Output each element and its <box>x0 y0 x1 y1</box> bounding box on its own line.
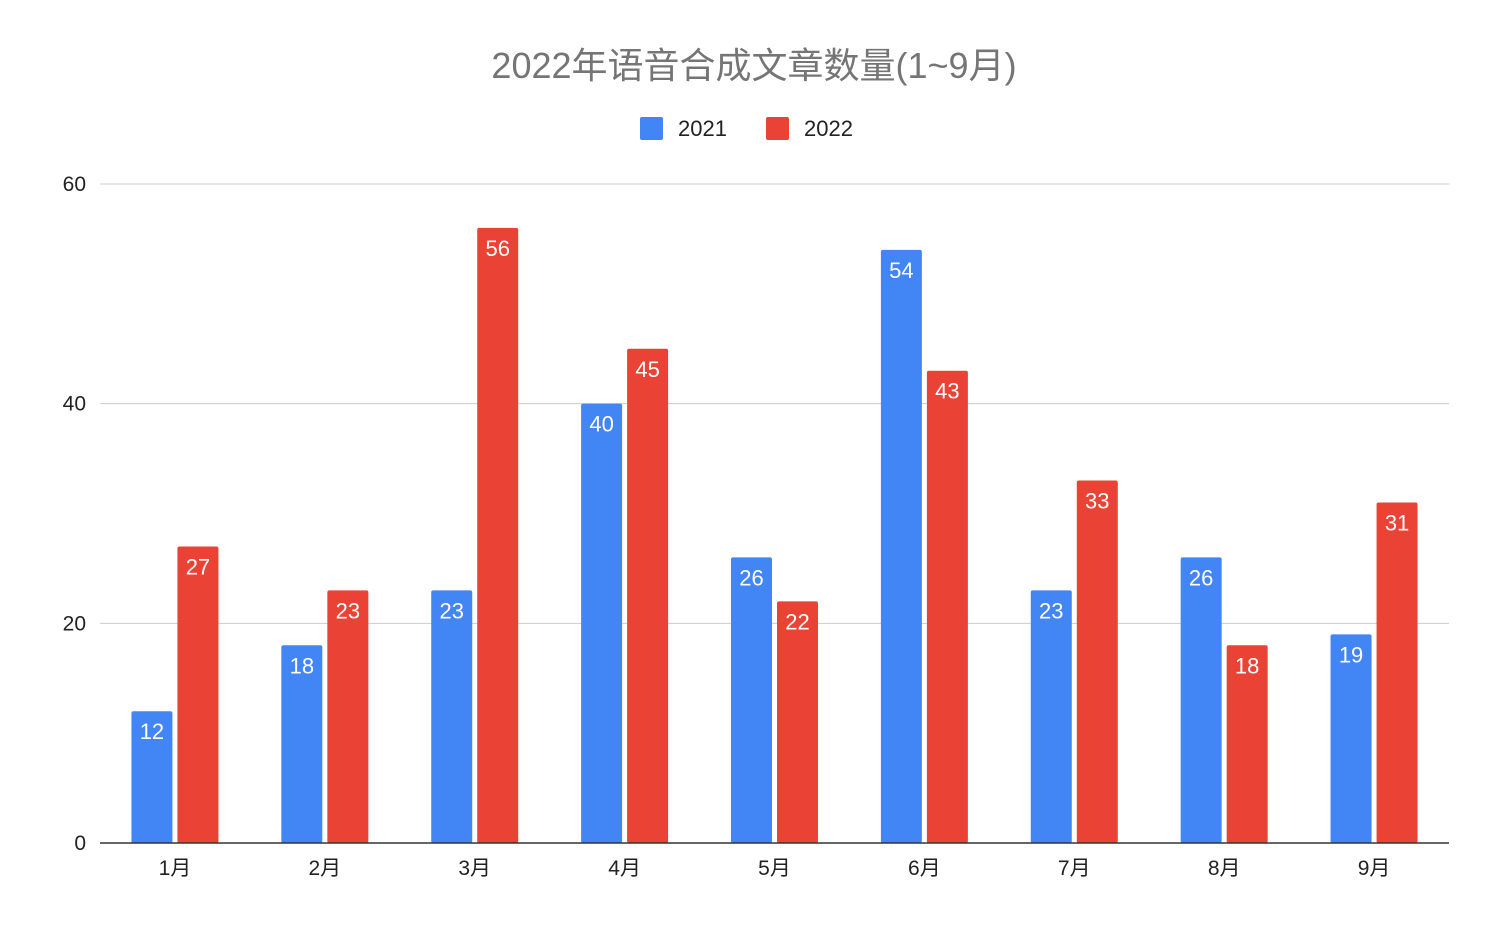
bar-2021-7月 <box>1030 590 1072 843</box>
x-tick-label: 8月 <box>1208 857 1241 880</box>
bar-2021-3月 <box>431 590 473 843</box>
data-label: 19 <box>1339 642 1363 667</box>
data-label: 56 <box>485 236 509 261</box>
x-tick-label: 7月 <box>1058 857 1091 880</box>
y-axis: 0 20 40 60 <box>63 173 86 855</box>
bars <box>131 227 1418 843</box>
data-label: 12 <box>140 719 164 744</box>
bar-2021-1月 <box>131 711 173 843</box>
bar-2021-8月 <box>1180 557 1222 843</box>
data-label: 45 <box>635 357 659 382</box>
data-label: 31 <box>1385 511 1409 536</box>
chart-title: 2022年语音合成文章数量(1~9月) <box>491 45 1016 86</box>
x-tick-label: 9月 <box>1358 857 1391 880</box>
data-label: 23 <box>1039 598 1063 623</box>
data-label: 54 <box>889 258 913 283</box>
data-label: 27 <box>186 554 210 579</box>
bar-2021-5月 <box>731 557 772 843</box>
bar-2022-2月 <box>327 590 369 843</box>
x-tick-label: 2月 <box>308 857 341 880</box>
x-tick-label: 5月 <box>758 857 791 880</box>
x-axis: 1月 2月 3月 4月 5月 6月 7月 8月 9月 <box>100 842 1449 880</box>
x-tick-label: 6月 <box>908 857 941 880</box>
y-tick-label: 40 <box>63 393 86 416</box>
legend-label: 2022 <box>804 116 853 141</box>
legend: 2021 2022 <box>640 116 853 141</box>
legend-swatch <box>640 117 663 140</box>
legend-label: 2021 <box>678 116 727 141</box>
bar-2022-1月 <box>177 546 219 843</box>
data-label: 26 <box>1189 565 1213 590</box>
data-label: 43 <box>935 379 959 404</box>
bar-2022-4月 <box>627 348 669 843</box>
x-tick-label: 1月 <box>159 857 192 880</box>
bar-2021-9月 <box>1330 634 1372 843</box>
data-label: 22 <box>785 609 809 634</box>
bar-2021-4月 <box>581 403 623 843</box>
bar-2022-7月 <box>1076 480 1118 843</box>
bar-2021-6月 <box>880 249 922 843</box>
data-label: 40 <box>589 412 613 437</box>
bar-2022-3月 <box>477 227 519 843</box>
y-tick-label: 20 <box>63 612 86 635</box>
data-label: 26 <box>739 565 763 590</box>
grid <box>100 183 1449 624</box>
data-label: 33 <box>1085 489 1109 514</box>
bar-2022-8月 <box>1226 645 1268 843</box>
data-label: 18 <box>1235 653 1259 678</box>
bar-2022-5月 <box>777 601 818 843</box>
bar-2022-9月 <box>1376 502 1418 843</box>
data-label: 18 <box>290 653 314 678</box>
legend-item-2022: 2022 <box>766 116 853 141</box>
data-label: 23 <box>336 598 360 623</box>
x-tick-label: 3月 <box>458 857 491 880</box>
bar-2021-2月 <box>281 645 323 843</box>
legend-swatch <box>766 117 789 140</box>
y-tick-label: 60 <box>63 173 86 196</box>
x-tick-label: 4月 <box>608 857 641 880</box>
data-labels: 12 27 18 23 23 56 40 45 26 22 54 43 23 33 26 18 19 31 <box>140 236 1410 744</box>
bar-2022-6月 <box>926 370 968 843</box>
data-label: 23 <box>439 598 463 623</box>
legend-item-2021: 2021 <box>640 116 727 141</box>
y-tick-label: 0 <box>74 832 86 855</box>
